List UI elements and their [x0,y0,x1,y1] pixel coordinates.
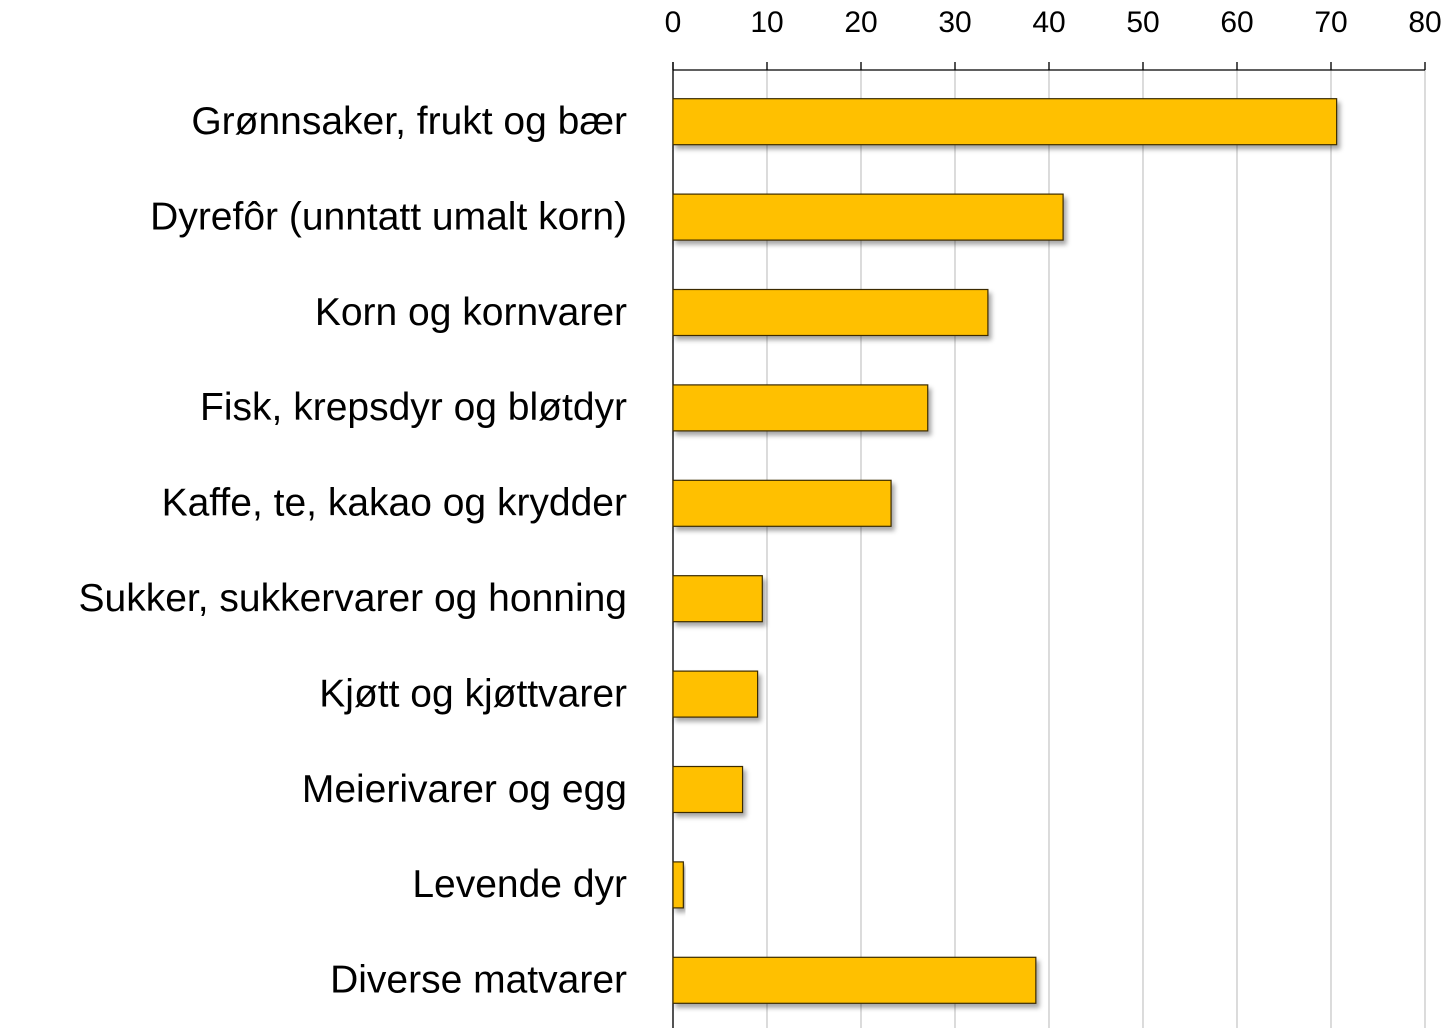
x-tick-label: 30 [938,6,971,39]
bar [672,193,1064,241]
x-tick-label: 40 [1032,6,1065,39]
x-tick-label: 50 [1126,6,1159,39]
y-tick-label: Grønnsaker, frukt og bær [191,100,627,143]
bar [672,861,684,909]
x-tick-label: 70 [1314,6,1347,39]
y-tick-label: Kjøtt og kjøttvarer [319,672,627,715]
bar [672,765,744,814]
bar [672,575,763,623]
y-tick-label: Dyrefôr (unntatt umalt korn) [150,195,627,238]
x-tick-label: 20 [844,6,877,39]
x-tick-label: 60 [1220,6,1253,39]
bar [672,288,989,337]
x-tick-label: 10 [750,6,783,39]
x-tick-label: 0 [665,6,682,39]
bar [672,956,1037,1004]
y-tick-label: Sukker, sukkervarer og honning [79,577,627,620]
y-tick-label: Fisk, krepsdyr og bløtdyr [200,386,627,429]
x-tick-label: 80 [1408,6,1441,39]
y-tick-label: Kaffe, te, kakao og krydder [162,482,627,525]
bar [672,479,892,527]
y-tick-label: Levende dyr [412,863,627,906]
y-tick-label: Korn og kornvarer [315,291,627,334]
y-tick-label: Meierivarer og egg [302,768,627,811]
bar [672,670,759,718]
bar [672,384,929,432]
bar [672,98,1338,146]
y-tick-label: Diverse matvarer [330,959,627,1002]
